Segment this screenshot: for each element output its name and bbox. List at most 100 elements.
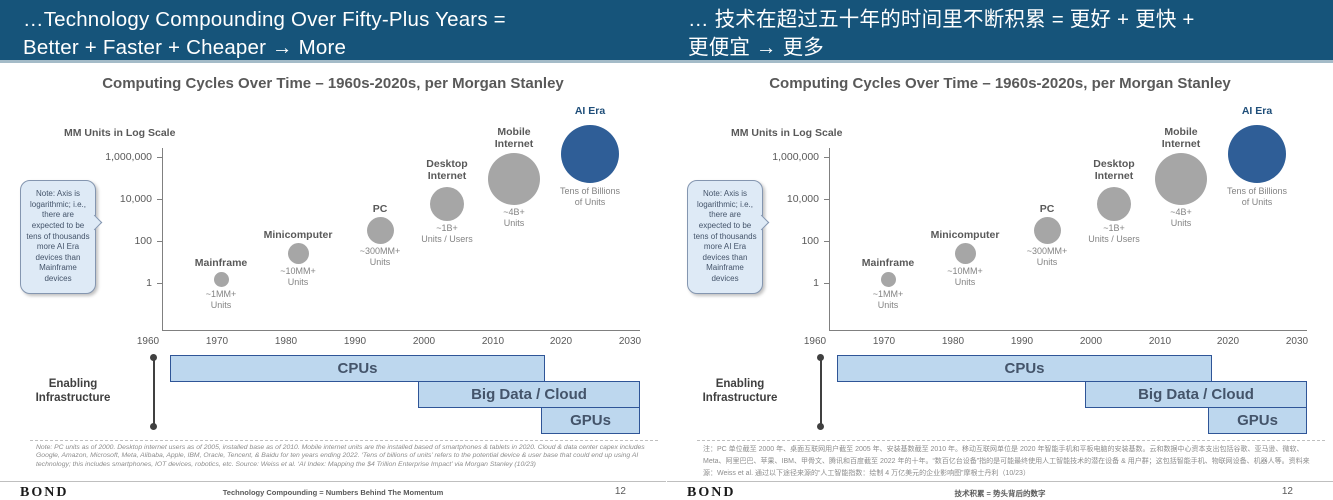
bubble-label-ai-era: AI Era xyxy=(1241,105,1273,117)
bubble-value-desktop-internet: ~1B+ Units / Users xyxy=(421,223,473,244)
y-axis-line xyxy=(829,148,830,331)
x-tick-2020: 2020 xyxy=(549,336,573,347)
footnote-divider xyxy=(30,440,658,441)
x-tick-2000: 2000 xyxy=(1079,336,1103,347)
y-tick-mark xyxy=(157,283,162,284)
bubble-desktop-internet xyxy=(430,187,464,221)
bubble-label-minicomputer: Minicomputer xyxy=(263,229,333,241)
infrastructure-timeline-line xyxy=(153,357,155,427)
bond-logo: BOND xyxy=(687,485,736,500)
bubble-value-ai-era: Tens of Billions of Units xyxy=(1226,186,1288,207)
timeline-endpoint-dot xyxy=(817,423,824,430)
y-tick-mark xyxy=(157,199,162,200)
y-tick-100: 100 xyxy=(801,235,819,247)
bubble-label-desktop-internet: Desktop Internet xyxy=(426,158,468,183)
y-axis-line xyxy=(162,148,163,331)
page-number: 12 xyxy=(1281,486,1293,497)
bubble-label-mobile-internet: Mobile Internet xyxy=(1161,126,1201,151)
chart-title: Computing Cycles Over Time – 1960s-2020s… xyxy=(102,75,564,92)
infra-bar-gpus: GPUs xyxy=(541,407,640,434)
footnote-chinese: 注：PC 单位截至 2000 年、桌面互联网用户截至 2005 年、安装基数截至… xyxy=(703,446,1310,477)
footer-caption-english: Technology Compounding = Numbers Behind … xyxy=(222,488,444,497)
infra-bar-gpus: GPUs xyxy=(1208,407,1307,434)
note-callout: Note: Axis is logarithmic; i.e., there a… xyxy=(20,180,96,294)
x-tick-1960: 1960 xyxy=(136,336,160,347)
bubble-value-minicomputer: ~10MM+ Units xyxy=(280,266,316,287)
bubble-label-mainframe: Mainframe xyxy=(861,257,915,269)
y-tick-1: 1 xyxy=(146,277,152,289)
x-tick-1970: 1970 xyxy=(872,336,896,347)
y-tick-mark xyxy=(824,241,829,242)
bubble-value-mobile-internet: ~4B+ Units xyxy=(503,207,525,228)
infrastructure-timeline-line xyxy=(820,357,822,427)
timeline-endpoint-dot xyxy=(150,423,157,430)
bubble-value-mobile-internet: ~4B+ Units xyxy=(1170,207,1192,228)
x-axis-line xyxy=(829,330,1307,331)
bubble-label-desktop-internet: Desktop Internet xyxy=(1093,158,1135,183)
bubble-mainframe xyxy=(881,272,896,287)
y-tick-mark xyxy=(824,157,829,158)
bubble-mobile-internet xyxy=(488,153,540,205)
panel-english: Computing Cycles Over Time – 1960s-2020s… xyxy=(0,63,666,500)
bubble-value-mainframe: ~1MM+ Units xyxy=(872,289,904,310)
x-tick-1980: 1980 xyxy=(274,336,298,347)
y-tick-100: 100 xyxy=(134,235,152,247)
note-callout: Note: Axis is logarithmic; i.e., there a… xyxy=(687,180,763,294)
infra-bar-cpus: CPUs xyxy=(837,355,1212,382)
page-number: 12 xyxy=(614,486,626,497)
x-tick-2000: 2000 xyxy=(412,336,436,347)
bubble-label-minicomputer: Minicomputer xyxy=(930,229,1000,241)
panel-footer: BOND 技术积累 = 势头背后的数字 12 xyxy=(667,481,1333,500)
bubble-ai-era xyxy=(561,125,619,183)
infra-bar-big-data-cloud: Big Data / Cloud xyxy=(1085,381,1307,408)
y-tick-10000: 10,000 xyxy=(119,193,152,205)
bubble-value-pc: ~300MM+ Units xyxy=(1026,246,1068,267)
y-tick-mark xyxy=(157,157,162,158)
x-tick-2020: 2020 xyxy=(1216,336,1240,347)
x-tick-2010: 2010 xyxy=(1148,336,1172,347)
bubble-mobile-internet xyxy=(1155,153,1207,205)
bubble-value-ai-era: Tens of Billions of Units xyxy=(559,186,621,207)
y-tick-10000: 10,000 xyxy=(786,193,819,205)
bubble-value-desktop-internet: ~1B+ Units / Users xyxy=(1088,223,1140,244)
bubble-ai-era xyxy=(1228,125,1286,183)
footer-caption-chinese: 技术积累 = 势头背后的数字 xyxy=(954,489,1046,498)
bubble-minicomputer xyxy=(288,243,309,264)
y-tick-1000000: 1,000,000 xyxy=(772,151,819,163)
bubble-desktop-internet xyxy=(1097,187,1131,221)
header-title-english: …Technology Compounding Over Fifty-Plus … xyxy=(23,8,506,59)
x-tick-1960: 1960 xyxy=(803,336,827,347)
bubble-pc xyxy=(1034,217,1061,244)
x-axis-line xyxy=(162,330,640,331)
y-axis-label: MM Units in Log Scale xyxy=(64,127,176,139)
bubble-value-minicomputer: ~10MM+ Units xyxy=(947,266,983,287)
bubble-label-mobile-internet: Mobile Internet xyxy=(494,126,534,151)
panel-chinese: Computing Cycles Over Time – 1960s-2020s… xyxy=(667,63,1333,500)
slide-header: …Technology Compounding Over Fifty-Plus … xyxy=(0,0,1333,63)
y-tick-mark xyxy=(824,199,829,200)
infra-bar-big-data-cloud: Big Data / Cloud xyxy=(418,381,640,408)
bubble-value-mainframe: ~1MM+ Units xyxy=(205,289,237,310)
bubble-label-mainframe: Mainframe xyxy=(194,257,248,269)
infrastructure-label: Enabling Infrastructure xyxy=(35,378,111,404)
timeline-endpoint-dot xyxy=(150,354,157,361)
x-tick-1990: 1990 xyxy=(1010,336,1034,347)
footnote-english: Note: PC units as of 2000. Desktop inter… xyxy=(36,444,645,468)
bubble-label-ai-era: AI Era xyxy=(574,105,606,117)
x-tick-2030: 2030 xyxy=(618,336,642,347)
infrastructure-label: Enabling Infrastructure xyxy=(702,378,778,404)
timeline-endpoint-dot xyxy=(817,354,824,361)
y-tick-1: 1 xyxy=(813,277,819,289)
header-title-chinese: … 技术在超过五十年的时间里不断积累 = 更好 + 更快 + 更便宜 → 更多 xyxy=(688,8,1195,59)
bubble-minicomputer xyxy=(955,243,976,264)
bond-logo: BOND xyxy=(20,485,69,500)
bubble-label-pc: PC xyxy=(372,203,388,215)
y-tick-1000000: 1,000,000 xyxy=(105,151,152,163)
chart-title: Computing Cycles Over Time – 1960s-2020s… xyxy=(769,75,1231,92)
y-axis-label: MM Units in Log Scale xyxy=(731,127,843,139)
bubble-value-pc: ~300MM+ Units xyxy=(359,246,401,267)
x-tick-2010: 2010 xyxy=(481,336,505,347)
bubble-label-pc: PC xyxy=(1039,203,1055,215)
y-tick-mark xyxy=(157,241,162,242)
